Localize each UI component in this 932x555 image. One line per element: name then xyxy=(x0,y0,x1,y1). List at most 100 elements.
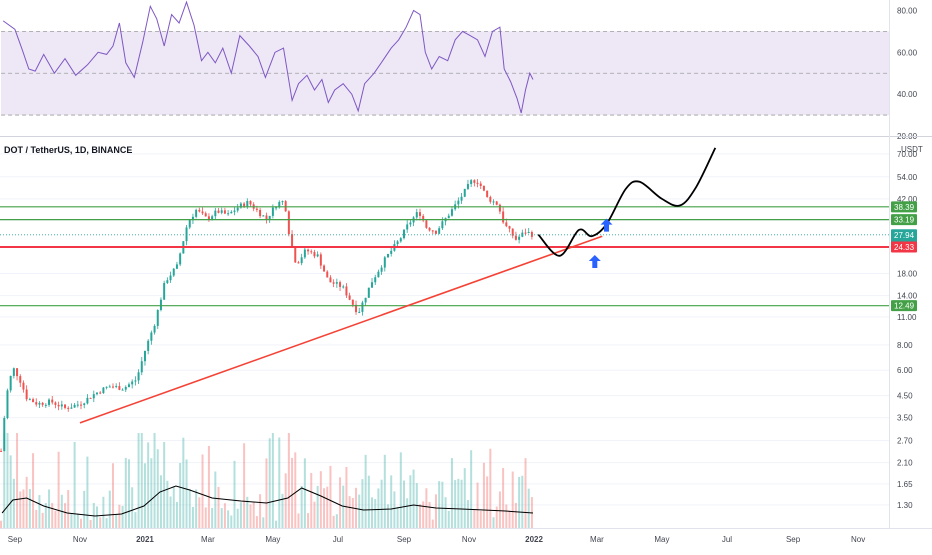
candle-body xyxy=(220,210,223,213)
volume-bar xyxy=(86,456,89,528)
volume-bar xyxy=(111,463,114,528)
price-tick-label: 8.00 xyxy=(897,341,913,350)
volume-bar xyxy=(0,520,3,528)
volume-bar xyxy=(51,503,54,528)
volume-bar xyxy=(227,510,230,528)
price-tick-label: 42.00 xyxy=(897,195,918,204)
candle-body xyxy=(268,215,271,220)
price-tick-label: 2.10 xyxy=(897,459,913,468)
volume-bar xyxy=(466,500,469,528)
candle-body xyxy=(505,222,508,227)
candle-body xyxy=(300,257,303,264)
price-tick-label: 14.00 xyxy=(897,292,918,301)
time-tick-label: May xyxy=(654,535,669,544)
volume-bar xyxy=(355,487,358,528)
volume-bar xyxy=(486,476,489,528)
candle-body xyxy=(54,402,57,405)
volume-bar xyxy=(275,520,278,528)
volume-bar xyxy=(319,471,322,528)
candle-body xyxy=(223,210,226,214)
price-badge-label: 12.49 xyxy=(894,302,915,311)
time-axis[interactable]: Sep Nov 2021 Mar May Jul Sep Nov 2022 Mar May Jul Se… xyxy=(8,535,865,544)
volume-bar xyxy=(255,516,258,528)
candle-body xyxy=(127,384,130,387)
candle-body xyxy=(438,228,441,234)
volume-bar xyxy=(105,518,108,528)
up-arrow-icon xyxy=(600,218,613,232)
candle-body xyxy=(524,232,527,234)
volume-bar xyxy=(361,479,364,528)
candle-body xyxy=(0,450,3,452)
time-tick-label: 2022 xyxy=(525,535,543,544)
volume-bar xyxy=(479,510,482,528)
candle-body xyxy=(188,220,191,228)
volume-bar xyxy=(19,491,22,528)
candle-body xyxy=(307,249,310,252)
candle-body xyxy=(345,286,348,296)
candle-body xyxy=(457,200,460,205)
volume-bar xyxy=(239,502,242,528)
candle-body xyxy=(418,212,421,216)
candle-body xyxy=(44,404,47,406)
volume-bar xyxy=(489,448,492,528)
time-tick-label: Mar xyxy=(201,535,215,544)
volume-bar xyxy=(444,497,447,528)
candle-body xyxy=(265,215,268,220)
volume-bar xyxy=(115,514,118,528)
candle-body xyxy=(92,394,95,399)
volume-bar xyxy=(310,472,313,528)
volume-bar xyxy=(342,485,345,528)
volume-bar xyxy=(371,497,374,528)
candle-body xyxy=(348,295,351,300)
volume-bar xyxy=(511,471,514,528)
candle-body xyxy=(48,399,51,405)
volume-bar xyxy=(230,515,233,528)
time-tick-label: Sep xyxy=(8,535,23,544)
candle-body xyxy=(207,216,210,220)
candle-body xyxy=(355,304,358,313)
candle-body xyxy=(217,210,220,213)
price-tick-label: 6.00 xyxy=(897,366,913,375)
price-badge xyxy=(891,214,917,226)
volume-bar xyxy=(249,504,252,528)
volume-bar xyxy=(169,496,172,528)
volume-bar xyxy=(163,442,166,528)
volume-bar xyxy=(524,458,527,528)
candle-body xyxy=(303,249,306,258)
volume-bar xyxy=(377,488,380,528)
candle-body xyxy=(163,283,166,300)
volume-bar xyxy=(518,476,521,528)
volume-bar xyxy=(425,488,428,528)
candle-body xyxy=(60,404,63,407)
time-tick-label: Jul xyxy=(333,535,343,544)
volume-bar xyxy=(48,489,51,528)
candle-body xyxy=(41,402,44,405)
volume-bar xyxy=(422,501,425,528)
candle-body xyxy=(105,386,108,388)
candle-body xyxy=(80,404,83,406)
candle-body xyxy=(310,251,313,253)
volume-bar xyxy=(121,505,124,528)
volume-bar xyxy=(127,459,130,528)
volume-bar xyxy=(137,433,140,528)
volume-bar xyxy=(281,493,284,528)
price-axis[interactable]: 70.0054.0042.0033.0018.0014.0011.008.006… xyxy=(891,150,920,510)
candle-body xyxy=(108,386,111,388)
time-tick-label: Sep xyxy=(397,535,412,544)
candle-body xyxy=(332,282,335,284)
volume-bar xyxy=(195,489,198,528)
symbol-label[interactable]: DOT / TetherUS, 1D, BINANCE xyxy=(4,145,132,155)
candle-body xyxy=(450,209,453,216)
candle-body xyxy=(367,287,370,298)
candle-body xyxy=(57,404,60,407)
volume-bar xyxy=(278,437,281,528)
candle-body xyxy=(527,231,530,233)
price-tick-label: 70.00 xyxy=(897,150,918,159)
volume-bar xyxy=(131,487,134,528)
volume-bar xyxy=(294,452,297,528)
volume-bar xyxy=(175,501,178,528)
candle-body xyxy=(198,209,201,212)
candle-body xyxy=(96,392,99,395)
